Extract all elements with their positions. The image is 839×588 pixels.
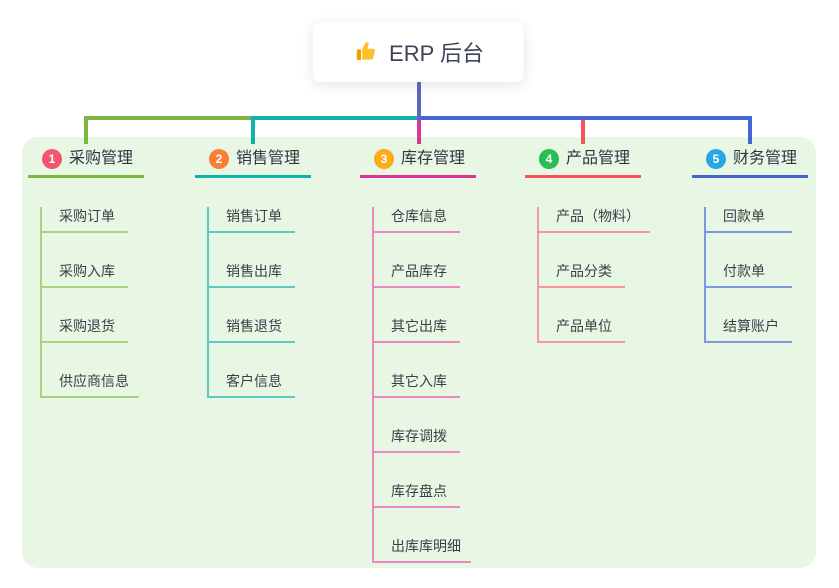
branch-purchase-node[interactable]: 1 采购管理 [28,145,144,178]
child-node[interactable]: 其它入库 [374,372,460,398]
child-node[interactable]: 采购入库 [42,262,128,288]
branch-title: 财务管理 [733,150,798,167]
branch-finance-node[interactable]: 5 财务管理 [692,145,808,178]
branch-inventory: 3 库存管理 仓库信息 产品库存 其它出库 其它入库 库存调拨 库存盘点 出库库… [360,145,476,563]
branch-title: 产品管理 [566,150,631,167]
child-node[interactable]: 供应商信息 [42,372,139,398]
branch-inventory-children: 仓库信息 产品库存 其它出库 其它入库 库存调拨 库存盘点 出库库明细 [372,207,476,563]
child-node[interactable]: 结算账户 [706,317,792,343]
child-node[interactable]: 销售订单 [209,207,295,233]
root-title: ERP 后台 [389,41,484,66]
branch-purchase-children: 采购订单 采购入库 采购退货 供应商信息 [40,207,144,398]
branch-product: 4 产品管理 产品（物料） 产品分类 产品单位 [525,145,650,343]
child-node[interactable]: 仓库信息 [374,207,460,233]
branch-sales: 2 销售管理 销售订单 销售出库 销售退货 客户信息 [195,145,311,398]
branch-purchase: 1 采购管理 采购订单 采购入库 采购退货 供应商信息 [28,145,144,398]
branch-number-badge: 2 [209,149,229,169]
child-node[interactable]: 其它出库 [374,317,460,343]
child-node[interactable]: 库存调拨 [374,427,460,453]
child-node[interactable]: 回款单 [706,207,792,233]
branch-number-badge: 5 [706,149,726,169]
branch-title: 采购管理 [69,150,134,167]
mindmap-panel [22,137,816,568]
root-node[interactable]: ERP 后台 [313,22,524,82]
child-node[interactable]: 采购退货 [42,317,128,343]
child-node[interactable]: 销售退货 [209,317,295,343]
branch-finance-children: 回款单 付款单 结算账户 [704,207,808,343]
branch-number-badge: 1 [42,149,62,169]
child-node[interactable]: 采购订单 [42,207,128,233]
branch-title: 销售管理 [236,150,301,167]
child-node[interactable]: 库存盘点 [374,482,460,508]
branch-inventory-node[interactable]: 3 库存管理 [360,145,476,178]
child-node[interactable]: 客户信息 [209,372,295,398]
branch-sales-children: 销售订单 销售出库 销售退货 客户信息 [207,207,311,398]
child-node[interactable]: 产品分类 [539,262,625,288]
branch-number-badge: 4 [539,149,559,169]
branch-product-children: 产品（物料） 产品分类 产品单位 [537,207,650,343]
child-node[interactable]: 产品单位 [539,317,625,343]
child-node[interactable]: 付款单 [706,262,792,288]
child-node[interactable]: 销售出库 [209,262,295,288]
branch-finance: 5 财务管理 回款单 付款单 结算账户 [692,145,808,343]
child-node[interactable]: 出库库明细 [374,537,471,563]
child-node[interactable]: 产品（物料） [539,207,650,233]
branch-product-node[interactable]: 4 产品管理 [525,145,641,178]
branch-sales-node[interactable]: 2 销售管理 [195,145,311,178]
thumbs-up-icon [353,39,379,65]
branch-title: 库存管理 [401,150,466,167]
child-node[interactable]: 产品库存 [374,262,460,288]
branch-number-badge: 3 [374,149,394,169]
